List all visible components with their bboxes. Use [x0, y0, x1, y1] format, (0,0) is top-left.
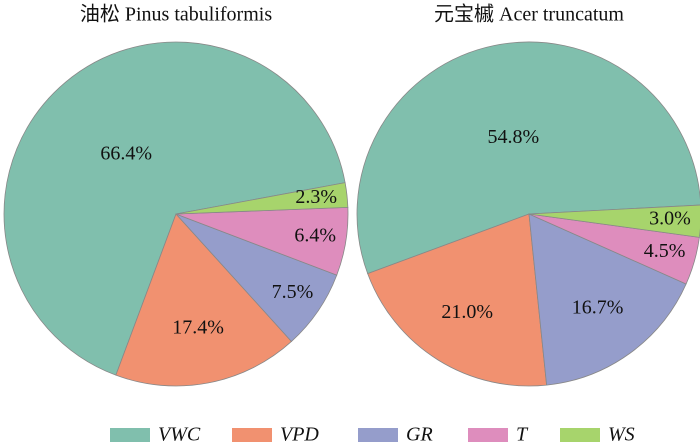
- value-label: 2.3%: [295, 186, 337, 208]
- legend-swatch: [468, 428, 508, 442]
- chart-title: 油松 Pinus tabuliformis: [80, 3, 272, 26]
- value-label: 4.5%: [644, 240, 686, 262]
- legend-swatch: [358, 428, 398, 442]
- value-label: 7.5%: [272, 281, 314, 303]
- pie-slice: [528, 204, 700, 238]
- legend-swatch: [560, 428, 600, 442]
- legend-swatch: [232, 428, 272, 442]
- pie-slice: [367, 213, 548, 387]
- value-label: 3.0%: [649, 207, 691, 229]
- legend-label: T: [516, 424, 529, 445]
- value-label: 21.0%: [441, 301, 493, 323]
- legend-label: VPD: [280, 424, 319, 445]
- value-label: 17.4%: [172, 316, 224, 338]
- pie-slice: [115, 213, 293, 387]
- legend-label: VWC: [158, 424, 201, 445]
- pie-slice: [175, 182, 349, 215]
- value-label: 6.4%: [294, 224, 336, 246]
- legend-label: WS: [608, 424, 635, 445]
- pie-slice: [3, 41, 346, 376]
- chart-title: 元宝槭 Acer truncatum: [434, 3, 624, 26]
- pie-slice: [528, 213, 687, 386]
- value-label: 66.4%: [100, 142, 152, 164]
- value-label: 16.7%: [572, 296, 624, 318]
- pie-slice: [356, 41, 700, 275]
- value-label: 54.8%: [488, 126, 540, 148]
- legend-swatch: [110, 428, 150, 442]
- legend-label: GR: [406, 424, 433, 445]
